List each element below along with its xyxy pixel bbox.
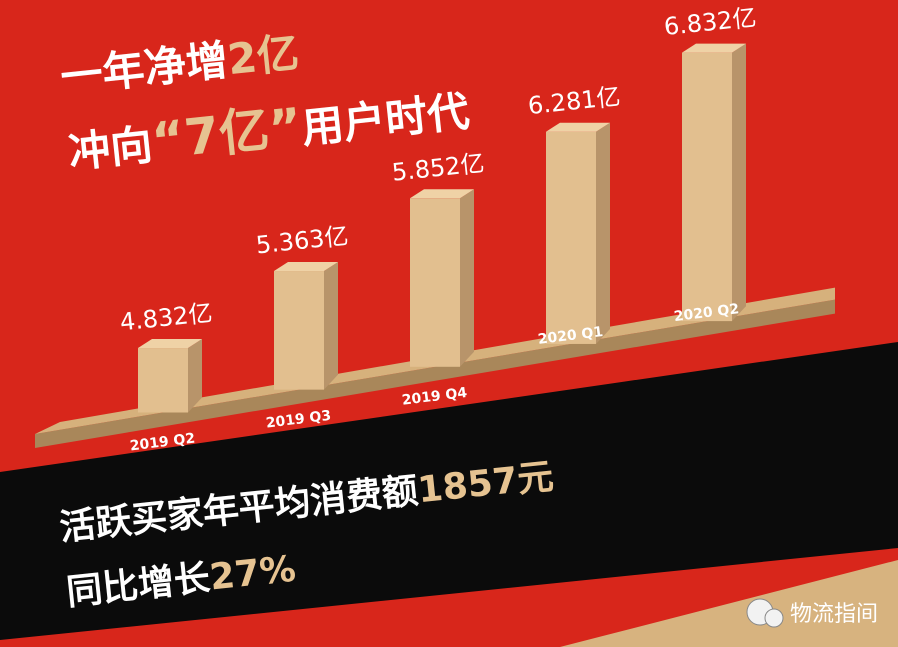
- bar-side: [188, 339, 202, 413]
- bar-top: [682, 43, 746, 53]
- headline-text: 冲向: [66, 120, 155, 178]
- tan-corner: [560, 560, 898, 647]
- bar-side: [732, 43, 746, 322]
- watermark: 物流指间: [746, 598, 878, 628]
- bar-top: [138, 339, 202, 349]
- bar: [410, 198, 460, 367]
- bar-side: [460, 189, 474, 367]
- bar-side: [596, 122, 610, 344]
- x-tick-label: 2019 Q3: [265, 408, 332, 432]
- bar-side: [324, 262, 338, 390]
- headline-highlight: 2亿: [225, 28, 301, 84]
- watermark-icon: [764, 608, 784, 628]
- bar: [682, 52, 732, 322]
- footer-highlight: 27%: [208, 549, 298, 599]
- black-band: [0, 342, 898, 640]
- bar-top: [546, 122, 610, 132]
- watermark-text: 物流指间: [790, 602, 878, 627]
- bar-top: [410, 189, 474, 199]
- x-tick-label: 2020 Q1: [537, 324, 604, 348]
- bar: [274, 271, 324, 390]
- x-tick-label: 2019 Q2: [129, 431, 196, 455]
- bar-top: [274, 262, 338, 272]
- x-tick-label: 2020 Q2: [673, 301, 740, 325]
- x-tick-label: 2019 Q4: [401, 385, 468, 409]
- platform-side: [35, 299, 835, 448]
- bar: [546, 131, 596, 344]
- bar: [138, 348, 188, 413]
